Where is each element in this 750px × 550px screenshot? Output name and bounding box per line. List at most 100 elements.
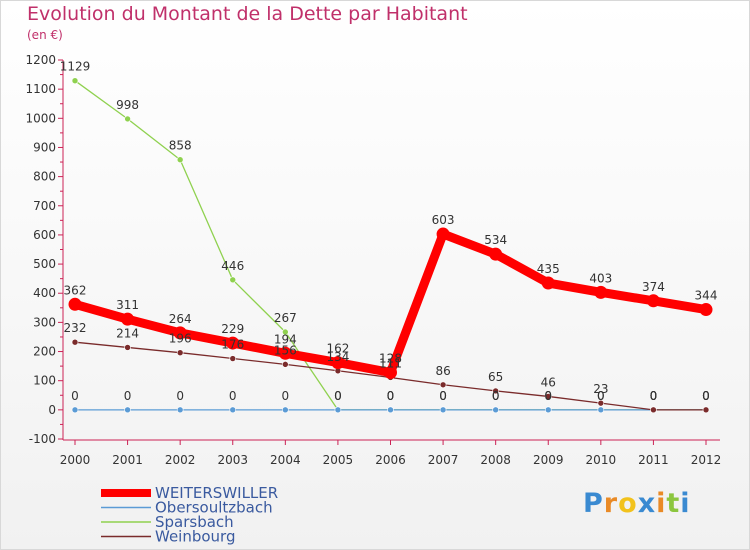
data-label: 0 (439, 389, 447, 403)
x-tick-label: 2009 (533, 453, 564, 467)
chart-unit: (en €) (27, 28, 63, 42)
data-label: 603 (432, 213, 455, 227)
data-point (597, 406, 605, 414)
data-point (71, 77, 79, 84)
data-label: 111 (379, 356, 402, 370)
data-label: 446 (221, 259, 244, 273)
data-point (331, 356, 345, 370)
data-label: 196 (169, 332, 192, 346)
legend-label: Weinbourg (155, 528, 236, 546)
data-label: 0 (702, 389, 710, 403)
data-point (544, 406, 552, 414)
data-point (439, 406, 447, 414)
data-point (71, 406, 79, 414)
data-label: 0 (650, 389, 658, 403)
data-point (384, 366, 397, 380)
data-label: 311 (116, 298, 139, 312)
y-tick-label: 500 (33, 257, 56, 271)
y-tick-label: 900 (33, 140, 56, 154)
x-tick-label: 2005 (323, 453, 354, 467)
data-label: 65 (488, 370, 503, 384)
y-tick-label: 0 (48, 403, 56, 417)
data-label: 0 (544, 389, 552, 403)
logo-letter: i (680, 488, 691, 519)
logo-letter: o (618, 488, 638, 519)
data-point (278, 346, 292, 360)
data-label: 534 (484, 233, 507, 247)
data-point (226, 336, 240, 350)
data-label: 0 (597, 389, 605, 403)
data-label: 0 (650, 389, 658, 403)
data-label: 46 (541, 375, 556, 389)
proxiti-logo: Proxiti (583, 488, 691, 519)
data-point (229, 355, 237, 362)
data-point (229, 276, 237, 284)
y-tick-label: 100 (33, 374, 56, 388)
data-label: 0 (597, 389, 605, 403)
data-label: 162 (326, 342, 349, 356)
data-label: 858 (169, 139, 192, 153)
y-tick-label: 1100 (25, 82, 56, 96)
data-label: 0 (282, 389, 290, 403)
data-point (124, 344, 131, 351)
data-label: 998 (116, 98, 139, 112)
data-label: 86 (435, 364, 450, 378)
data-point (176, 349, 184, 357)
legend-label: Obersoultzbach (155, 499, 273, 517)
data-point (646, 294, 660, 308)
y-tick-label: 200 (33, 345, 56, 359)
data-label: 374 (642, 280, 665, 294)
data-label: 134 (326, 350, 349, 364)
data-label: 0 (387, 389, 395, 403)
data-point (492, 387, 499, 395)
y-tick-label: 700 (33, 199, 56, 213)
y-tick-label: 800 (33, 170, 56, 184)
data-point (334, 406, 342, 414)
data-point (387, 406, 394, 414)
data-label: 0 (702, 389, 710, 403)
data-point (173, 326, 187, 340)
data-label: 403 (589, 271, 612, 285)
data-label: 176 (221, 338, 244, 352)
logo-letter: t (666, 488, 681, 519)
y-tick-label: 600 (33, 228, 56, 242)
data-label: 0 (124, 389, 132, 403)
data-point (68, 297, 82, 311)
data-label: 0 (229, 389, 237, 403)
y-tick-label: 400 (33, 286, 56, 300)
legend-label: WEITERSWILLER (155, 484, 278, 502)
x-tick-label: 2002 (165, 453, 196, 467)
logo-letter: r (603, 488, 619, 519)
data-point (124, 406, 131, 414)
chart-title: Evolution du Montant de la Dette par Hab… (27, 3, 468, 25)
x-tick-label: 2010 (586, 453, 617, 467)
logo-letter: i (656, 488, 667, 519)
data-label: 0 (334, 389, 342, 403)
data-label: 264 (169, 312, 192, 326)
data-label: 0 (650, 389, 658, 403)
data-point (597, 399, 605, 407)
series-lines (68, 77, 713, 414)
data-point (71, 338, 79, 346)
data-label: 0 (387, 389, 395, 403)
data-point (124, 115, 131, 123)
data-point (176, 156, 184, 164)
logo-letter: P (583, 488, 604, 519)
data-point (650, 406, 657, 414)
x-tick-label: 2008 (480, 453, 511, 467)
data-label: 0 (334, 389, 342, 403)
data-label: 232 (64, 321, 87, 335)
x-tick-label: 2006 (375, 453, 406, 467)
data-point (229, 406, 237, 414)
data-point (702, 406, 710, 414)
data-label: 435 (537, 262, 560, 276)
y-tick-label: -100 (29, 432, 56, 446)
y-tick-label: 300 (33, 315, 56, 329)
data-label: 23 (593, 382, 608, 396)
data-label: 156 (274, 343, 297, 357)
data-label: 267 (274, 311, 297, 325)
legend: WEITERSWILLERObersoultzbachSparsbachWein… (101, 484, 278, 546)
